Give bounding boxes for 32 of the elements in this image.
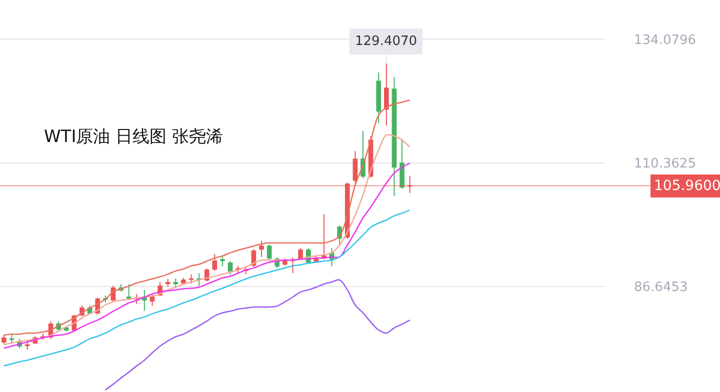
y-tick-label: 86.6453 <box>634 280 688 296</box>
candlestick <box>220 254 225 267</box>
candlestick <box>150 294 155 306</box>
line-series <box>3 209 410 367</box>
candlestick <box>298 248 303 260</box>
candlestick <box>212 253 218 272</box>
candlestick <box>228 260 233 276</box>
line-series <box>104 279 410 391</box>
y-tick-label: 134.0796 <box>634 32 696 48</box>
annotation: 129.4070 <box>355 34 418 49</box>
candlestick <box>322 214 326 260</box>
candlestick <box>407 176 412 194</box>
candlestick <box>173 278 178 288</box>
candlestick <box>266 244 272 260</box>
candlestick <box>376 72 382 124</box>
candlestick <box>196 272 202 287</box>
candlestick <box>392 76 397 196</box>
candlestick <box>165 278 170 288</box>
text: WTI原油 日线图 张尧浠 <box>44 127 224 147</box>
line-series <box>3 99 410 336</box>
candlestick <box>9 334 14 344</box>
candlestick <box>188 274 194 284</box>
candlestick <box>142 290 147 312</box>
candlestick <box>259 240 264 258</box>
ref-line-label: 105.9600 <box>654 178 720 194</box>
candlestick <box>400 138 404 190</box>
candlestick <box>1 334 6 345</box>
y-tick-label: 110.3625 <box>634 156 696 172</box>
candlestick <box>126 284 132 301</box>
candlestick <box>352 150 358 184</box>
candlestick <box>24 340 30 350</box>
candlestick <box>181 277 186 286</box>
